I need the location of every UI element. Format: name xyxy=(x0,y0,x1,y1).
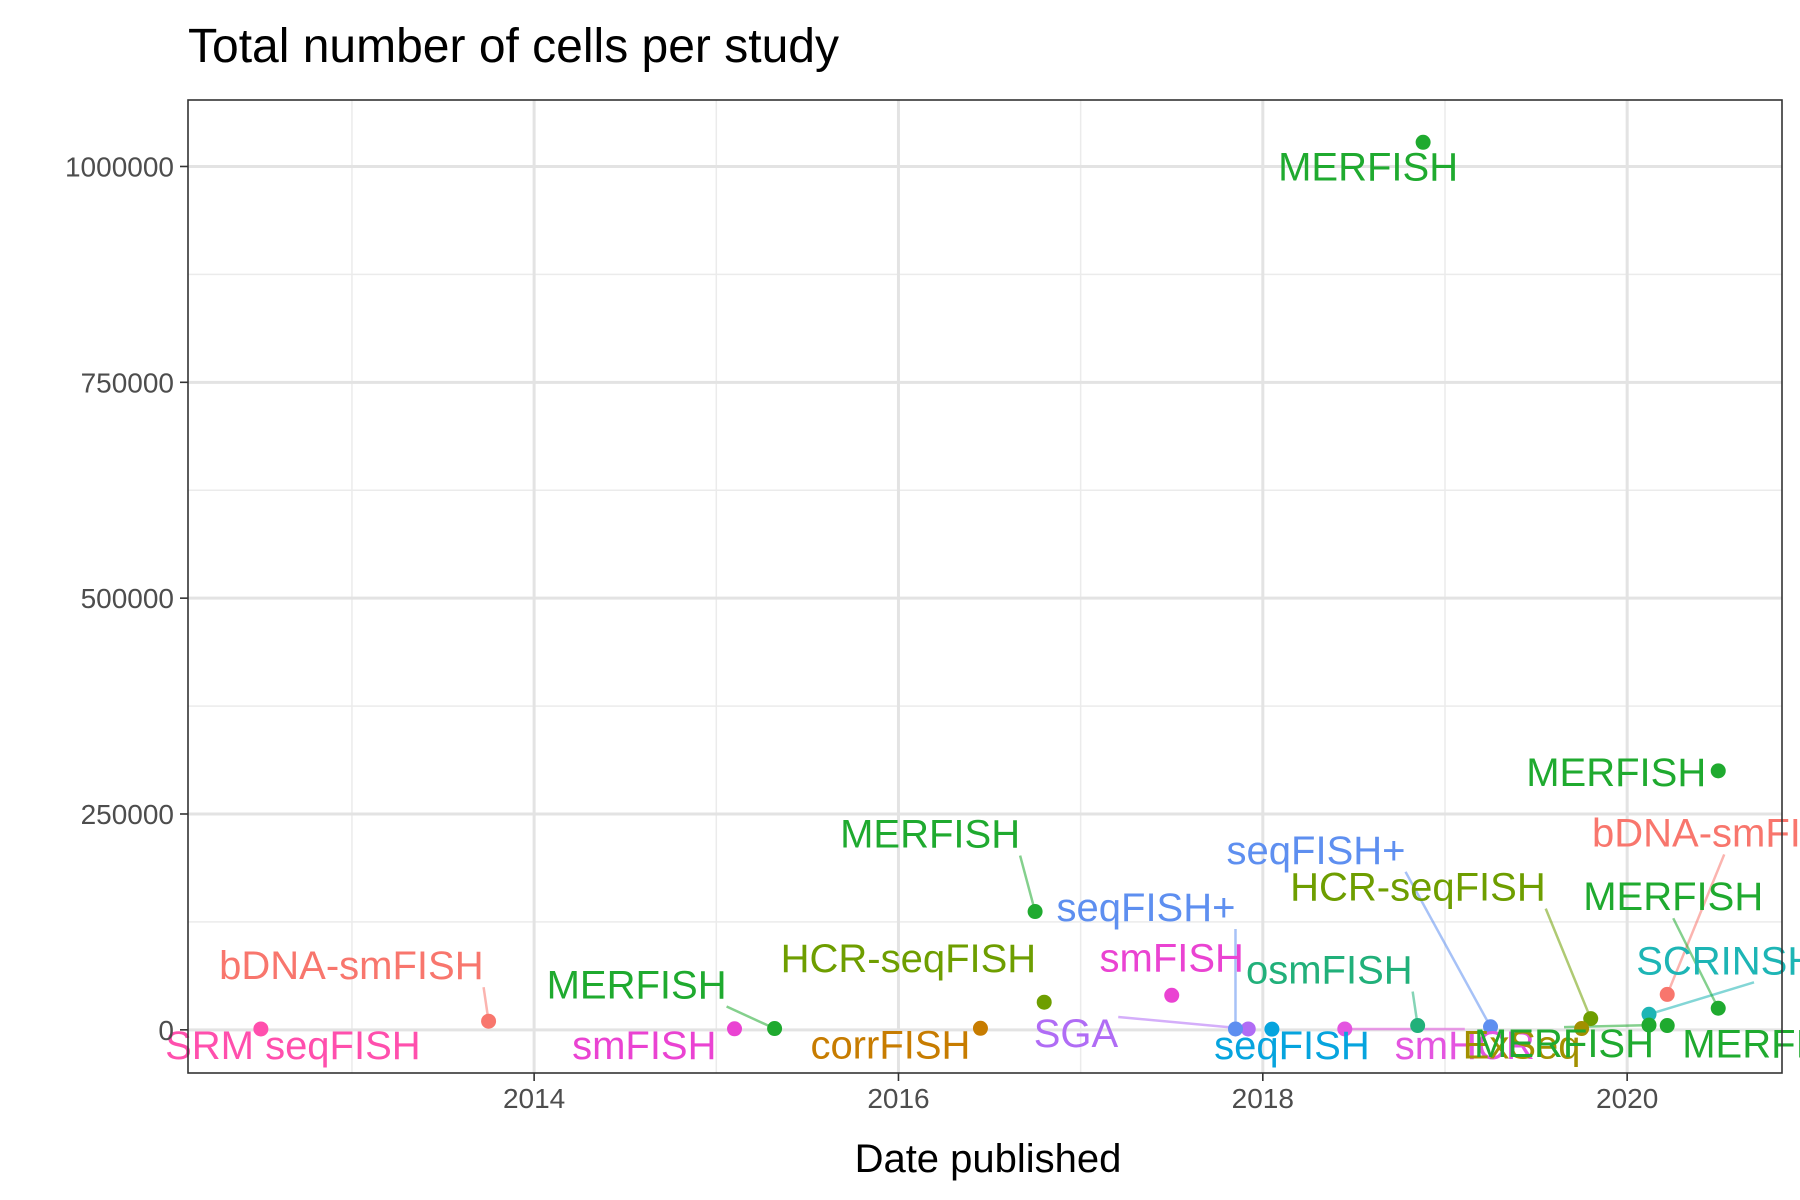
label-leader-lines xyxy=(482,853,1755,1031)
point-label: bDNA-smFISH xyxy=(1592,811,1800,855)
data-point xyxy=(1227,1021,1243,1037)
point-label: smHCR xyxy=(1395,1024,1535,1068)
data-point xyxy=(1483,1019,1499,1035)
y-tick-label: 1000000 xyxy=(65,151,174,182)
point-label: MERFISH xyxy=(1682,1023,1800,1067)
point-label: bDNA-smFISH xyxy=(219,944,483,988)
label-leader-line xyxy=(1544,908,1592,1020)
data-point xyxy=(1240,1021,1256,1037)
x-axis-title: Date published xyxy=(855,1137,1122,1181)
data-point xyxy=(1164,987,1180,1003)
point-label: MERFISH xyxy=(1474,1022,1654,1066)
point-label: MERFISH xyxy=(1278,145,1458,189)
data-point xyxy=(253,1021,269,1037)
y-tick-label: 0 xyxy=(158,1015,174,1046)
x-tick-label: 2014 xyxy=(503,1083,565,1114)
point-label: HCR-seqFISH xyxy=(781,937,1037,981)
data-point xyxy=(1583,1011,1599,1027)
label-leader-line xyxy=(1018,855,1037,912)
point-label: SRM seqFISH xyxy=(165,1024,421,1068)
label-leader-line xyxy=(1404,871,1492,1028)
point-labels: SRM seqFISH bDNA-smFISH smFISH MERFISH corrF… xyxy=(165,145,1800,1068)
y-tick-label: 500000 xyxy=(81,583,174,614)
data-point xyxy=(1659,1018,1675,1034)
x-axis: 2014 2016 2018 2020 xyxy=(503,1073,1658,1114)
data-point xyxy=(1574,1021,1590,1037)
data-point xyxy=(767,1021,783,1037)
point-label: seqFISH+ xyxy=(1057,886,1236,930)
data-point xyxy=(727,1021,743,1037)
data-point xyxy=(1710,763,1726,779)
y-tick-label: 250000 xyxy=(81,799,174,830)
x-tick-label: 2018 xyxy=(1232,1083,1294,1114)
data-point xyxy=(1710,1000,1726,1016)
label-leader-line xyxy=(1648,981,1755,1016)
point-label: seqFISH+ xyxy=(1227,829,1406,873)
point-label: osmFISH xyxy=(1246,949,1413,993)
data-point xyxy=(481,1013,497,1029)
chart-title: Total number of cells per study xyxy=(188,20,839,73)
plot-panel: SRM seqFISH bDNA-smFISH smFISH MERFISH corrF… xyxy=(165,99,1800,1074)
data-point xyxy=(1036,994,1052,1010)
point-label: smFISH xyxy=(572,1024,716,1068)
x-tick-label: 2020 xyxy=(1596,1083,1658,1114)
point-label: seqFISH xyxy=(1214,1024,1370,1068)
data-point xyxy=(1659,986,1675,1002)
point-label: MERFISH xyxy=(1526,751,1706,795)
x-tick-label: 2016 xyxy=(867,1083,929,1114)
data-point xyxy=(1641,1017,1657,1033)
data-point xyxy=(1264,1021,1280,1037)
data-points xyxy=(253,134,1726,1037)
minor-grid xyxy=(188,100,1782,1073)
label-leader-line xyxy=(1672,917,1720,1009)
label-leader-line xyxy=(1666,853,1726,995)
panel-border xyxy=(187,99,1783,1074)
point-label: corrFISH xyxy=(810,1023,970,1067)
point-label: HCR-seqFISH xyxy=(1290,866,1546,910)
label-leader-line xyxy=(726,1005,776,1030)
point-label: smFISH xyxy=(1100,936,1244,980)
point-label: SCRINSHOT xyxy=(1636,939,1800,983)
point-label: SGA xyxy=(1034,1012,1119,1056)
panel-background xyxy=(188,100,1782,1073)
point-label: ExSeq xyxy=(1463,1024,1581,1068)
data-point xyxy=(972,1020,988,1036)
point-label: MERFISH xyxy=(840,813,1020,857)
point-label: MERFISH xyxy=(1583,875,1763,919)
label-leader-line xyxy=(1118,1015,1249,1031)
data-point xyxy=(1641,1006,1657,1022)
data-point xyxy=(1337,1021,1353,1037)
point-label: MERFISH xyxy=(547,964,727,1008)
data-point xyxy=(1415,134,1431,150)
y-tick-label: 750000 xyxy=(81,367,174,398)
y-axis: 0 250000 500000 750000 1000000 xyxy=(65,151,188,1046)
data-point xyxy=(1410,1018,1426,1034)
data-point xyxy=(1027,904,1043,920)
